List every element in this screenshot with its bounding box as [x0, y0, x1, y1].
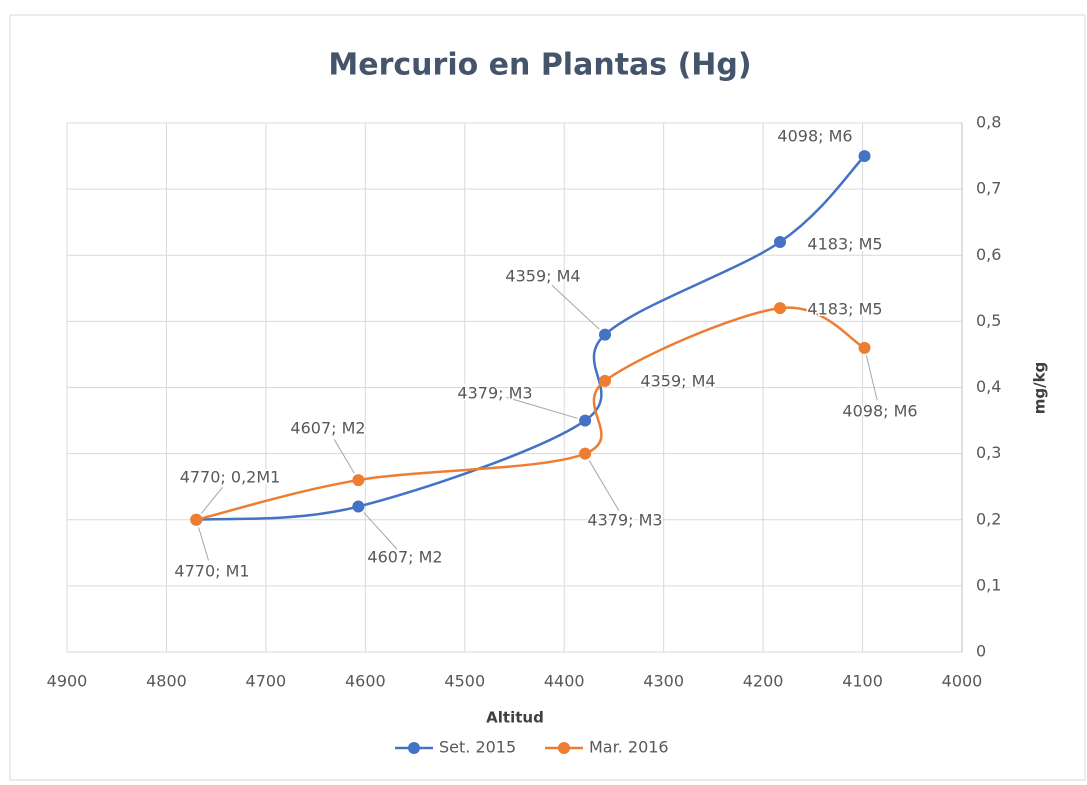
y-tick-label: 0,6 — [976, 245, 1001, 264]
point — [352, 500, 365, 513]
y-tick-label: 0,8 — [976, 113, 1001, 132]
data-label: 4359; M4 — [505, 267, 580, 286]
point — [598, 328, 611, 341]
legend-label: Mar. 2016 — [589, 738, 669, 757]
leader-line — [588, 460, 620, 511]
leader-line — [333, 439, 355, 474]
data-label: 4770; 0,2M1 — [180, 468, 281, 487]
y-axis-label: mg/kg — [1031, 362, 1049, 415]
data-label: 4359; M4 — [640, 372, 715, 391]
x-tick-label: 4800 — [146, 672, 187, 691]
point — [352, 474, 365, 487]
leader-line — [506, 396, 578, 419]
point — [858, 150, 871, 163]
legend-marker — [408, 742, 420, 754]
point — [579, 414, 592, 427]
point — [598, 374, 611, 387]
chart-border — [9, 14, 1086, 781]
data-label: 4098; M6 — [777, 127, 852, 146]
x-axis-label: Altitud — [486, 709, 544, 727]
x-tick-label: 4200 — [743, 672, 784, 691]
data-label: 4183; M5 — [807, 235, 882, 254]
x-tick-label: 4900 — [47, 672, 88, 691]
x-tick-label: 4600 — [345, 672, 386, 691]
leader-line — [200, 487, 223, 514]
data-label: 4183; M5 — [807, 300, 882, 319]
point — [774, 302, 787, 315]
x-tick-label: 4000 — [942, 672, 983, 691]
chart-title: Mercurio en Plantas (Hg) — [328, 48, 751, 83]
data-label: 4379; M3 — [587, 511, 662, 530]
x-tick-label: 4400 — [544, 672, 585, 691]
y-tick-label: 0,2 — [976, 509, 1001, 528]
legend-marker — [558, 742, 570, 754]
data-label: 4098; M6 — [842, 402, 917, 421]
y-tick-label: 0,1 — [976, 575, 1001, 594]
x-tick-label: 4100 — [842, 672, 883, 691]
leader-line — [551, 284, 600, 330]
leader-line — [363, 512, 398, 550]
leader-line — [198, 527, 210, 561]
x-tick-label: 4700 — [246, 672, 287, 691]
y-tick-label: 0,3 — [976, 443, 1001, 462]
point — [774, 236, 787, 249]
x-tick-label: 4500 — [444, 672, 485, 691]
data-label: 4607; M2 — [367, 548, 442, 567]
point — [579, 447, 592, 460]
x-tick-label: 4300 — [643, 672, 684, 691]
point — [858, 341, 871, 354]
data-label: 4607; M2 — [290, 419, 365, 438]
y-tick-label: 0,4 — [976, 377, 1001, 396]
data-label: 4379; M3 — [457, 384, 532, 403]
data-label: 4770; M1 — [174, 562, 249, 581]
y-tick-label: 0,5 — [976, 311, 1001, 330]
leader-line — [865, 355, 878, 401]
legend-label: Set. 2015 — [439, 738, 516, 757]
point — [190, 513, 203, 526]
y-tick-label: 0,7 — [976, 179, 1001, 198]
y-tick-label: 0 — [976, 642, 986, 661]
